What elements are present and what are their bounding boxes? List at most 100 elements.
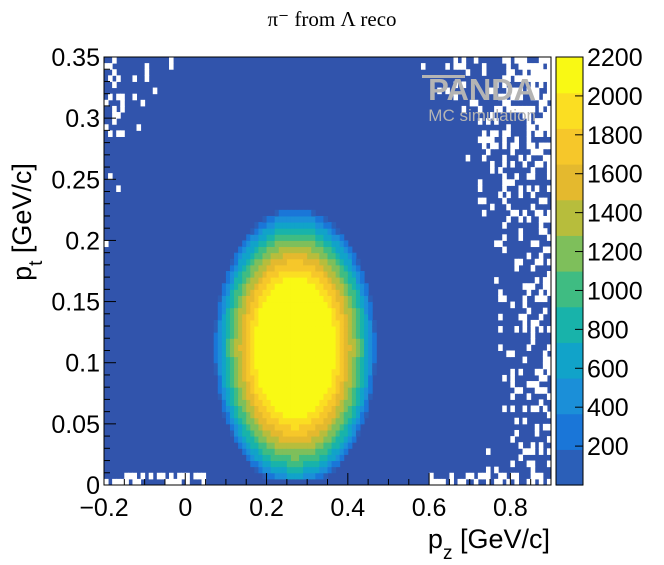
heatmap-cell [225, 313, 231, 321]
heatmap-cell [278, 362, 284, 370]
heatmap-cell [282, 326, 288, 333]
heatmap-cell [335, 240, 341, 248]
heatmap-cell [534, 160, 540, 168]
heatmap-cell [307, 319, 312, 327]
heatmap-cell [530, 203, 536, 211]
heatmap-cell [315, 264, 320, 272]
heatmap-cell [343, 368, 349, 376]
heatmap-cell [502, 154, 507, 162]
heatmap-cell [538, 448, 544, 455]
heatmap-cell [538, 313, 544, 321]
heatmap-cell [258, 356, 263, 364]
heatmap-cell [282, 423, 288, 431]
heatmap-cell [307, 460, 312, 468]
heatmap-cell [351, 264, 357, 272]
heatmap-cell [254, 258, 259, 266]
heatmap-cell [339, 295, 345, 303]
heatmap-cell [294, 344, 300, 351]
heatmap-cell [282, 252, 288, 260]
heatmap-cell [266, 240, 272, 248]
heatmap-cell [327, 295, 333, 303]
heatmap-cell [355, 393, 361, 400]
heatmap-cell [148, 472, 154, 480]
heatmap-cell [258, 252, 263, 260]
heatmap-cell [506, 99, 511, 107]
heatmap-cell [270, 466, 276, 474]
heatmap-cell [355, 319, 361, 327]
heatmap-cell [494, 130, 499, 137]
heatmap-cell [274, 313, 280, 321]
heatmap-cell [112, 118, 117, 125]
x-axis-label: pz [GeV/c] [428, 524, 550, 564]
heatmap-cell [229, 381, 235, 388]
heatmap-cell [530, 63, 536, 70]
heatmap-cell [278, 368, 284, 376]
heatmap-cell [152, 87, 158, 95]
heatmap-cell [534, 472, 540, 480]
heatmap-cell [315, 356, 320, 364]
heatmap-cell [274, 332, 280, 339]
heatmap-cell [331, 228, 337, 235]
heatmap-cell [250, 387, 255, 394]
heatmap-cell [506, 215, 511, 223]
heatmap-cell [250, 399, 255, 407]
heatmap-cell [323, 313, 328, 321]
heatmap-cell [266, 332, 272, 339]
heatmap-cell [225, 417, 231, 425]
heatmap-cell [221, 393, 227, 400]
heatmap-cell [229, 313, 235, 321]
heatmap-cell [213, 319, 219, 327]
heatmap-cell [286, 289, 292, 296]
heatmap-cell [282, 448, 288, 455]
heatmap-cell [266, 301, 272, 309]
heatmap-cell [364, 307, 369, 315]
heatmap-cell [351, 313, 357, 321]
heatmap-cell [274, 301, 280, 309]
heatmap-cell [530, 148, 536, 156]
heatmap-cell [502, 99, 507, 107]
heatmap-cell [169, 63, 174, 70]
heatmap-cell [254, 252, 259, 260]
heatmap-cell [270, 295, 276, 303]
heatmap-cell [238, 313, 243, 321]
heatmap-cell [518, 191, 524, 199]
y-tick-label: 0.3 [65, 105, 100, 133]
heatmap-cell [282, 319, 288, 327]
heatmap-cell [290, 301, 296, 309]
heatmap-cell [299, 228, 304, 235]
heatmap-cell [311, 319, 316, 327]
heatmap-cell [343, 301, 349, 309]
heatmap-cell [278, 387, 284, 394]
heatmap-cell [274, 417, 280, 425]
heatmap-cell [538, 209, 544, 217]
heatmap-cell [343, 277, 349, 284]
heatmap-cell [242, 350, 247, 358]
heatmap-cell [169, 472, 174, 480]
heatmap-cell [270, 454, 276, 462]
heatmap-cell [262, 222, 268, 229]
heatmap-cell [234, 381, 239, 388]
heatmap-cell [290, 258, 296, 266]
heatmap-cell [335, 436, 341, 443]
heatmap-cell [266, 460, 272, 468]
heatmap-cell [234, 319, 239, 327]
heatmap-cell [282, 374, 288, 382]
heatmap-cell [294, 277, 300, 284]
heatmap-cell [262, 368, 268, 376]
heatmap-cell [282, 417, 288, 425]
heatmap-cell [229, 332, 235, 339]
heatmap-cell [311, 417, 316, 425]
heatmap-cell [294, 209, 300, 217]
heatmap-cell [270, 374, 276, 382]
heatmap-cell [319, 374, 324, 382]
heatmap-cell [282, 338, 288, 345]
heatmap-cell [526, 393, 532, 400]
heatmap-cell [335, 307, 341, 315]
heatmap-cell [315, 442, 320, 449]
heatmap-cell [294, 283, 300, 290]
heatmap-cell [327, 381, 333, 388]
heatmap-cell [254, 271, 259, 278]
y-tick-label: 0.1 [65, 350, 100, 378]
heatmap-cell [278, 448, 284, 455]
heatmap-cell [258, 466, 263, 474]
